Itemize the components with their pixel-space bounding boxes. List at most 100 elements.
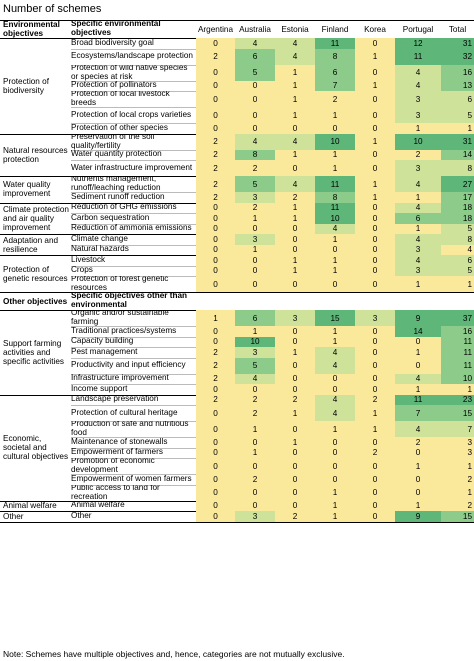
category-label: Protection of biodiversity bbox=[3, 76, 49, 95]
column-header-total: Total bbox=[448, 24, 467, 34]
table-row: Public access to land for recreation 0 0 0 1… bbox=[0, 484, 474, 501]
value-cell: 0 bbox=[275, 234, 315, 245]
value-cell: 12 bbox=[395, 38, 441, 49]
value-cell: 0 bbox=[275, 357, 315, 374]
table-title: Number of schemes bbox=[3, 3, 102, 15]
value-cell: 1 bbox=[315, 265, 355, 276]
row-label: Reduction of GHG emissions bbox=[71, 202, 177, 212]
value-cell: 16 bbox=[441, 64, 474, 81]
value-cell: 0 bbox=[315, 123, 355, 134]
value-cell: 15 bbox=[441, 511, 474, 522]
value-cell: 4 bbox=[395, 80, 441, 91]
value-cell: 0 bbox=[275, 160, 315, 176]
row-label: Protection of forest genetic resources bbox=[71, 276, 169, 292]
value-cell: 0 bbox=[196, 244, 235, 255]
row-label: Protection of local livestock breeds bbox=[71, 91, 170, 107]
table-row: Protection of other species 0 0 0 0 0 1 1 bbox=[0, 123, 474, 134]
value-cell: 0 bbox=[355, 255, 395, 266]
value-cell: 0 bbox=[196, 326, 235, 337]
value-cell: 4 bbox=[235, 373, 275, 384]
value-cell: 0 bbox=[235, 80, 275, 91]
table-row: Empowerment of farmers 0 1 0 0 2 0 3 bbox=[0, 447, 474, 458]
value-cell: 0 bbox=[196, 265, 235, 276]
table-row: Carbon sequestration 0 1 1 10 0 6 18 bbox=[0, 213, 474, 224]
value-cell: 1 bbox=[315, 107, 355, 123]
value-cell: 0 bbox=[235, 484, 275, 501]
value-cell: 0 bbox=[275, 500, 315, 511]
row-label: Nutrients management, runoff/leaching re… bbox=[71, 176, 161, 192]
table-row: Reduction of GHG emissions 0 2 1 11 0 4 18 bbox=[0, 202, 474, 213]
value-cell: 0 bbox=[235, 500, 275, 511]
value-cell: 0 bbox=[315, 384, 355, 395]
table-row: Climate change 0 3 0 1 0 4 8 bbox=[0, 234, 474, 245]
value-cell: 0 bbox=[196, 405, 235, 421]
value-cell: 1 bbox=[275, 149, 315, 160]
table-row: Sediment runoff reduction 2 3 2 8 1 1 17 bbox=[0, 192, 474, 203]
value-cell: 1 bbox=[315, 421, 355, 437]
value-cell: 1 bbox=[275, 80, 315, 91]
row-label: Livestock bbox=[71, 255, 106, 264]
row-label: Preservation of the soil quality/fertili… bbox=[71, 133, 155, 150]
value-cell: 0 bbox=[315, 373, 355, 384]
category-label: Adaptation and resilience bbox=[3, 235, 59, 254]
header-row: Other objectives Specific objectives othe… bbox=[0, 292, 474, 310]
value-cell: 4 bbox=[275, 133, 315, 150]
value-cell: 10 bbox=[315, 213, 355, 224]
row-label: Income support bbox=[71, 384, 128, 393]
value-cell: 31 bbox=[441, 38, 474, 49]
table-row: Broad biodiversity goal 0 4 4 11 0 12 31 bbox=[0, 38, 474, 49]
value-cell: 0 bbox=[395, 484, 441, 501]
value-cell: 14 bbox=[395, 326, 441, 337]
value-cell: 2 bbox=[355, 394, 395, 405]
value-cell: 1 bbox=[275, 265, 315, 276]
value-cell: 9 bbox=[395, 310, 441, 326]
value-cell: 0 bbox=[355, 234, 395, 245]
table-row: Nutrients management, runoff/leaching re… bbox=[0, 176, 474, 192]
column-header-portugal: Portugal bbox=[402, 24, 434, 34]
column-header-argentina: Argentina bbox=[197, 24, 234, 34]
value-cell: 1 bbox=[235, 447, 275, 458]
value-cell: 1 bbox=[315, 326, 355, 337]
value-cell: 1 bbox=[275, 347, 315, 358]
category-label: Climate protection and air quality impro… bbox=[3, 204, 69, 232]
value-cell: 0 bbox=[235, 107, 275, 123]
table-row: Ecosystems/landscape protection 2 6 4 8 1 11 32 bbox=[0, 48, 474, 65]
value-cell: 1 bbox=[275, 91, 315, 107]
table-row: Organic and/or sustainable farming 1 6 3 15 3… bbox=[0, 310, 474, 326]
row-label: Sediment runoff reduction bbox=[71, 192, 165, 201]
value-cell: 1 bbox=[355, 176, 395, 192]
value-cell: 0 bbox=[315, 447, 355, 458]
value-cell: 2 bbox=[235, 394, 275, 405]
value-cell: 3 bbox=[395, 107, 441, 123]
value-cell: 18 bbox=[441, 202, 474, 213]
value-cell: 15 bbox=[441, 405, 474, 421]
table-row: Promotion of economic development 0 0 0 0 0 1 1 bbox=[0, 458, 474, 474]
value-cell: 4 bbox=[315, 347, 355, 358]
value-cell: 2 bbox=[196, 160, 235, 176]
value-cell: 6 bbox=[315, 64, 355, 81]
value-cell: 0 bbox=[275, 223, 315, 234]
value-cell: 27 bbox=[441, 176, 474, 192]
table-row: Protection of local livestock breeds 0 0 1 2… bbox=[0, 91, 474, 107]
value-cell: 2 bbox=[196, 394, 235, 405]
value-cell: 11 bbox=[315, 202, 355, 213]
value-cell: 0 bbox=[196, 123, 235, 134]
value-cell: 0 bbox=[235, 384, 275, 395]
value-cell: 3 bbox=[275, 310, 315, 326]
row-label: Water infrastructure improvement bbox=[71, 162, 193, 172]
value-cell: 10 bbox=[395, 133, 441, 150]
table-row: Maintenance of stonewalls 0 0 1 0 0 2 3 bbox=[0, 437, 474, 448]
row-label: Protection of cultural heritage bbox=[71, 407, 178, 417]
value-cell: 0 bbox=[355, 336, 395, 347]
row-label: Ecosystems/landscape protection bbox=[71, 51, 193, 61]
value-cell: 5 bbox=[441, 107, 474, 123]
category-label: Water quality improvement bbox=[3, 180, 51, 199]
row-label: Natural hazards bbox=[71, 244, 129, 254]
value-cell: 1 bbox=[355, 133, 395, 150]
value-cell: 3 bbox=[395, 265, 441, 276]
value-cell: 32 bbox=[441, 48, 474, 65]
value-cell: 1 bbox=[275, 202, 315, 213]
value-cell: 0 bbox=[355, 347, 395, 358]
value-cell: 0 bbox=[196, 474, 235, 485]
value-cell: 0 bbox=[355, 213, 395, 224]
